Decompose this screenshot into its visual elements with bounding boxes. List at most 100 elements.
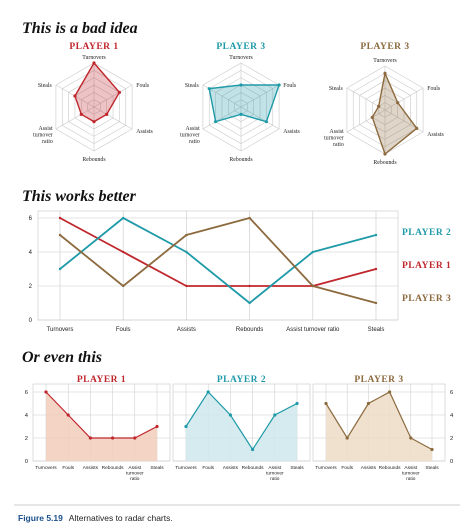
- line-chart-ytick: 0: [29, 318, 33, 324]
- line-chart-ytick: 6: [29, 216, 33, 222]
- radar-point: [92, 120, 96, 124]
- small-xtick: Assist turnover ratio: [266, 465, 284, 482]
- small-ytick: 4: [25, 413, 29, 419]
- line-point: [58, 233, 62, 237]
- small-multiple-3: PLAYER 3 0 2 4 6 Turnovers Fouls Assists Rebound…: [312, 375, 454, 482]
- radar-label-assists: Assists: [283, 129, 300, 135]
- line-chart-ytick: 2: [29, 284, 33, 290]
- small-xtick-line: turnover: [266, 471, 284, 477]
- radar-point: [92, 61, 96, 65]
- line-chart-xtick: Steals: [368, 327, 385, 333]
- small-point: [388, 390, 392, 394]
- line-point: [374, 301, 378, 305]
- small-point: [206, 390, 210, 394]
- small-xtick-line: Assist: [128, 465, 141, 471]
- line-series-2: [59, 217, 377, 304]
- caption-label: Figure 5.19: [18, 513, 63, 523]
- small-ytick: 4: [450, 413, 454, 419]
- small-xtick: Assists: [223, 465, 239, 471]
- line-point: [185, 233, 188, 237]
- radar-point: [383, 152, 387, 156]
- small-title-3: PLAYER 3: [354, 375, 403, 385]
- radar-title-1: PLAYER 1: [69, 42, 118, 52]
- radar-label-fouls: Fouls: [136, 83, 150, 89]
- radar-point: [79, 112, 83, 116]
- figure-caption: Figure 5.19 Alternatives to radar charts…: [18, 513, 173, 523]
- radar-area-3: [371, 70, 418, 156]
- small-xtick-line: Assist: [268, 465, 281, 471]
- small-xtick-line: turnover: [126, 471, 144, 477]
- radar-label-fouls: Fouls: [427, 86, 441, 92]
- small-xtick-line: ratio: [130, 476, 140, 482]
- small-xtick: Rebounds: [102, 465, 124, 471]
- radar-point: [415, 126, 419, 130]
- radar-label-assist-ratio: Assist: [330, 129, 345, 135]
- line-chart-xtick: Assists: [177, 327, 196, 333]
- radar-label-rebounds: Rebounds: [82, 157, 106, 163]
- small-title-2: PLAYER 2: [217, 375, 266, 385]
- small-point: [366, 401, 370, 406]
- line-point: [311, 250, 314, 254]
- radar-axis-spoke: [384, 87, 424, 111]
- radar-label-assist-ratio: turnover: [180, 133, 200, 139]
- radar-label-fouls: Fouls: [283, 83, 297, 89]
- radar-axis-spoke: [93, 106, 133, 130]
- radar-point: [213, 120, 218, 124]
- small-xtick: Assists: [83, 465, 99, 471]
- small-xtick-line: Assist: [404, 465, 417, 471]
- small-xtick: Fouls: [202, 465, 214, 471]
- small-point: [133, 436, 137, 440]
- radar-point: [239, 112, 243, 116]
- radar-label-rebounds: Rebounds: [229, 157, 253, 163]
- small-point: [295, 401, 299, 406]
- line-point: [248, 301, 251, 305]
- small-area-line: [325, 391, 433, 451]
- small-point: [324, 401, 328, 406]
- line-point: [122, 216, 125, 220]
- line-point: [185, 284, 188, 288]
- radar-label-steals: Steals: [38, 83, 53, 89]
- small-ytick: 2: [450, 436, 453, 442]
- radar-point: [383, 71, 387, 75]
- radar-point: [117, 90, 122, 94]
- line-point: [58, 216, 62, 220]
- small-xtick: Fouls: [62, 465, 74, 471]
- small-xtick: Turnovers: [315, 465, 337, 471]
- line-chart-xtick: Assist turnover ratio: [286, 327, 340, 333]
- line-chart-ytick: 4: [29, 250, 33, 256]
- radar-axis-spoke: [55, 106, 95, 130]
- radar-point: [377, 104, 381, 108]
- small-xtick: Steals: [290, 465, 304, 471]
- small-area-line: [185, 391, 298, 451]
- line-point: [122, 284, 125, 288]
- small-point: [409, 436, 413, 440]
- combined-line-chart: 0 2 4 6 Turnovers Fouls Assists Rebounds Assist …: [29, 210, 451, 333]
- small-xtick: Assist turnover ratio: [402, 465, 420, 482]
- radar-chart-2: PLAYER 3 Turnovers Fouls Assists Rebounds Ass…: [180, 42, 300, 163]
- radar-title-3: PLAYER 3: [360, 42, 409, 52]
- line-chart-xtick: Fouls: [116, 327, 131, 333]
- radar-label-assist-ratio: turnover: [33, 133, 53, 139]
- small-ytick: 2: [25, 436, 28, 442]
- small-xtick-line: ratio: [270, 476, 280, 482]
- small-xtick: Steals: [150, 465, 164, 471]
- small-xtick-line: turnover: [402, 471, 420, 477]
- small-point: [44, 390, 48, 394]
- line-point: [185, 250, 188, 254]
- small-xtick: Rebounds: [379, 465, 401, 471]
- small-ytick: 6: [25, 390, 28, 396]
- radar-point: [396, 101, 400, 105]
- radar-label-rebounds: Rebounds: [373, 160, 397, 166]
- radar-label-assists: Assists: [136, 129, 153, 135]
- small-area-line: [45, 391, 158, 439]
- line-legend-label-2: PLAYER 2: [402, 228, 451, 238]
- small-point: [273, 413, 277, 417]
- radar-point: [239, 83, 243, 87]
- small-ytick: 6: [450, 390, 453, 396]
- line-point: [374, 267, 378, 271]
- section-title-even: Or even this: [22, 349, 102, 366]
- radar-label-turnovers: Turnovers: [229, 55, 253, 61]
- radar-axis-spoke: [240, 106, 280, 130]
- small-point: [111, 436, 115, 440]
